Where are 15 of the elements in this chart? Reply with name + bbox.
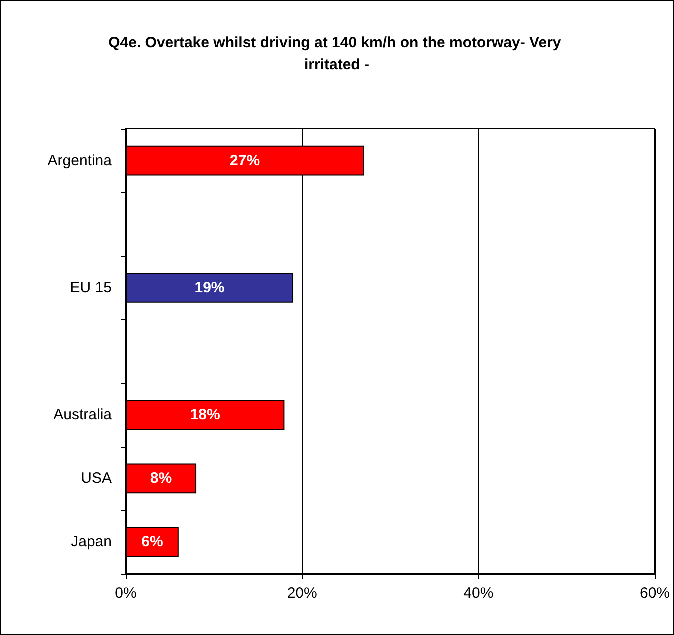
data-label: 8% bbox=[150, 470, 172, 488]
y-tick-label: Argentina bbox=[48, 152, 113, 170]
x-tick-label: 20% bbox=[287, 585, 318, 602]
y-tick-label: USA bbox=[81, 470, 112, 488]
x-tick-label: 0% bbox=[115, 585, 137, 602]
data-label: 27% bbox=[230, 152, 260, 170]
data-label: 19% bbox=[194, 279, 225, 296]
chart-title: Q4e. Overtake whilst driving at 140 km/h on the motorway- Very irritated - bbox=[108, 34, 566, 74]
y-tick-label: Australia bbox=[54, 406, 113, 424]
x-tick-label: 40% bbox=[464, 585, 494, 602]
y-tick-label: EU 15 bbox=[70, 279, 112, 296]
x-tick-label: 60% bbox=[640, 585, 670, 602]
data-label: 6% bbox=[142, 534, 164, 551]
y-tick-label: Japan bbox=[71, 534, 112, 551]
data-label: 18% bbox=[190, 406, 220, 424]
